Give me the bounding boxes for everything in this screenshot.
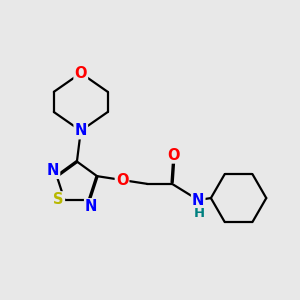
Text: O: O xyxy=(168,148,180,163)
Text: N: N xyxy=(192,193,204,208)
Text: O: O xyxy=(74,66,87,81)
Text: H: H xyxy=(194,207,205,220)
Text: N: N xyxy=(85,199,98,214)
Text: N: N xyxy=(75,123,87,138)
Text: O: O xyxy=(116,172,128,188)
Text: N: N xyxy=(47,163,59,178)
Text: S: S xyxy=(53,192,64,207)
